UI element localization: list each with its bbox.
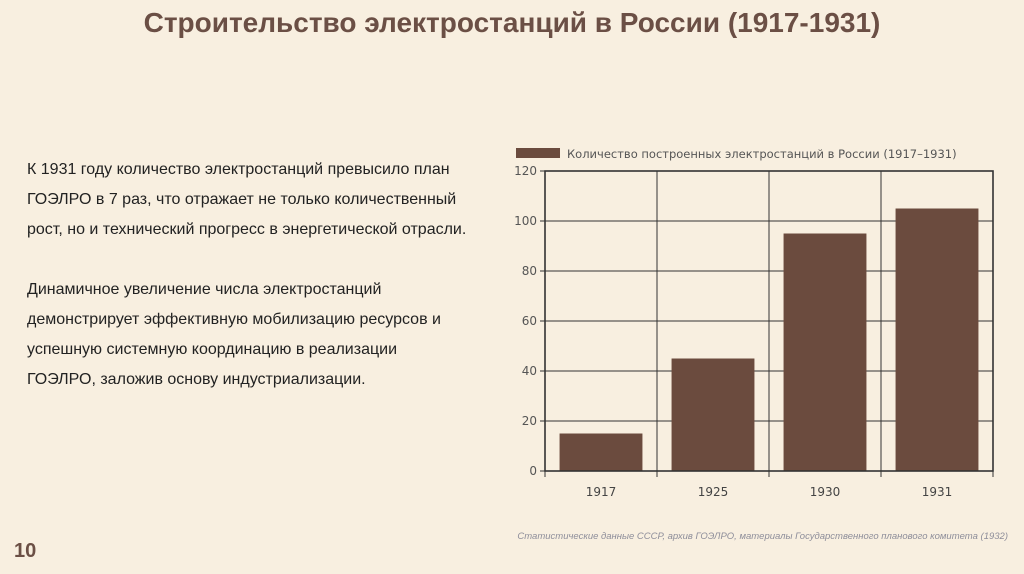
y-tick-label: 120 xyxy=(514,164,537,178)
bars xyxy=(559,208,979,471)
x-tick-label: 1930 xyxy=(810,485,841,499)
slide-number: 10 xyxy=(14,540,37,562)
y-tick-label: 20 xyxy=(522,414,537,428)
paragraph-1: К 1931 году количество электростанций пр… xyxy=(27,161,467,238)
chart-svg: Количество построенных электростанций в … xyxy=(514,147,994,499)
page-title: Строительство электростанций в России (1… xyxy=(143,7,881,38)
bar-1930 xyxy=(783,233,867,471)
y-tick-label: 80 xyxy=(522,264,537,278)
legend-swatch xyxy=(516,148,560,158)
y-tick-label: 60 xyxy=(522,314,537,328)
y-tick-label: 100 xyxy=(514,214,537,228)
bar-1931 xyxy=(895,208,979,471)
y-tick-label: 40 xyxy=(522,364,537,378)
paragraph-2: Динамичное увеличение числа электростанц… xyxy=(27,281,441,388)
legend-label: Количество построенных электростанций в … xyxy=(567,147,957,161)
bar-1925 xyxy=(671,358,755,471)
grid xyxy=(544,171,994,477)
bar-1917 xyxy=(559,433,643,471)
source-note: Статистические данные СССР, архив ГОЭЛРО… xyxy=(517,531,1008,542)
x-tick-label: 1925 xyxy=(698,485,729,499)
x-tick-label: 1917 xyxy=(586,485,617,499)
description-text: К 1931 году количество электростанций пр… xyxy=(27,155,467,425)
y-tick-label: 0 xyxy=(529,464,537,478)
x-tick-label: 1931 xyxy=(922,485,953,499)
axis-labels: 0 20 40 60 80 100 120 1917 1925 1930 1931 xyxy=(514,164,952,499)
bar-chart: Количество построенных электростанций в … xyxy=(500,138,1010,508)
